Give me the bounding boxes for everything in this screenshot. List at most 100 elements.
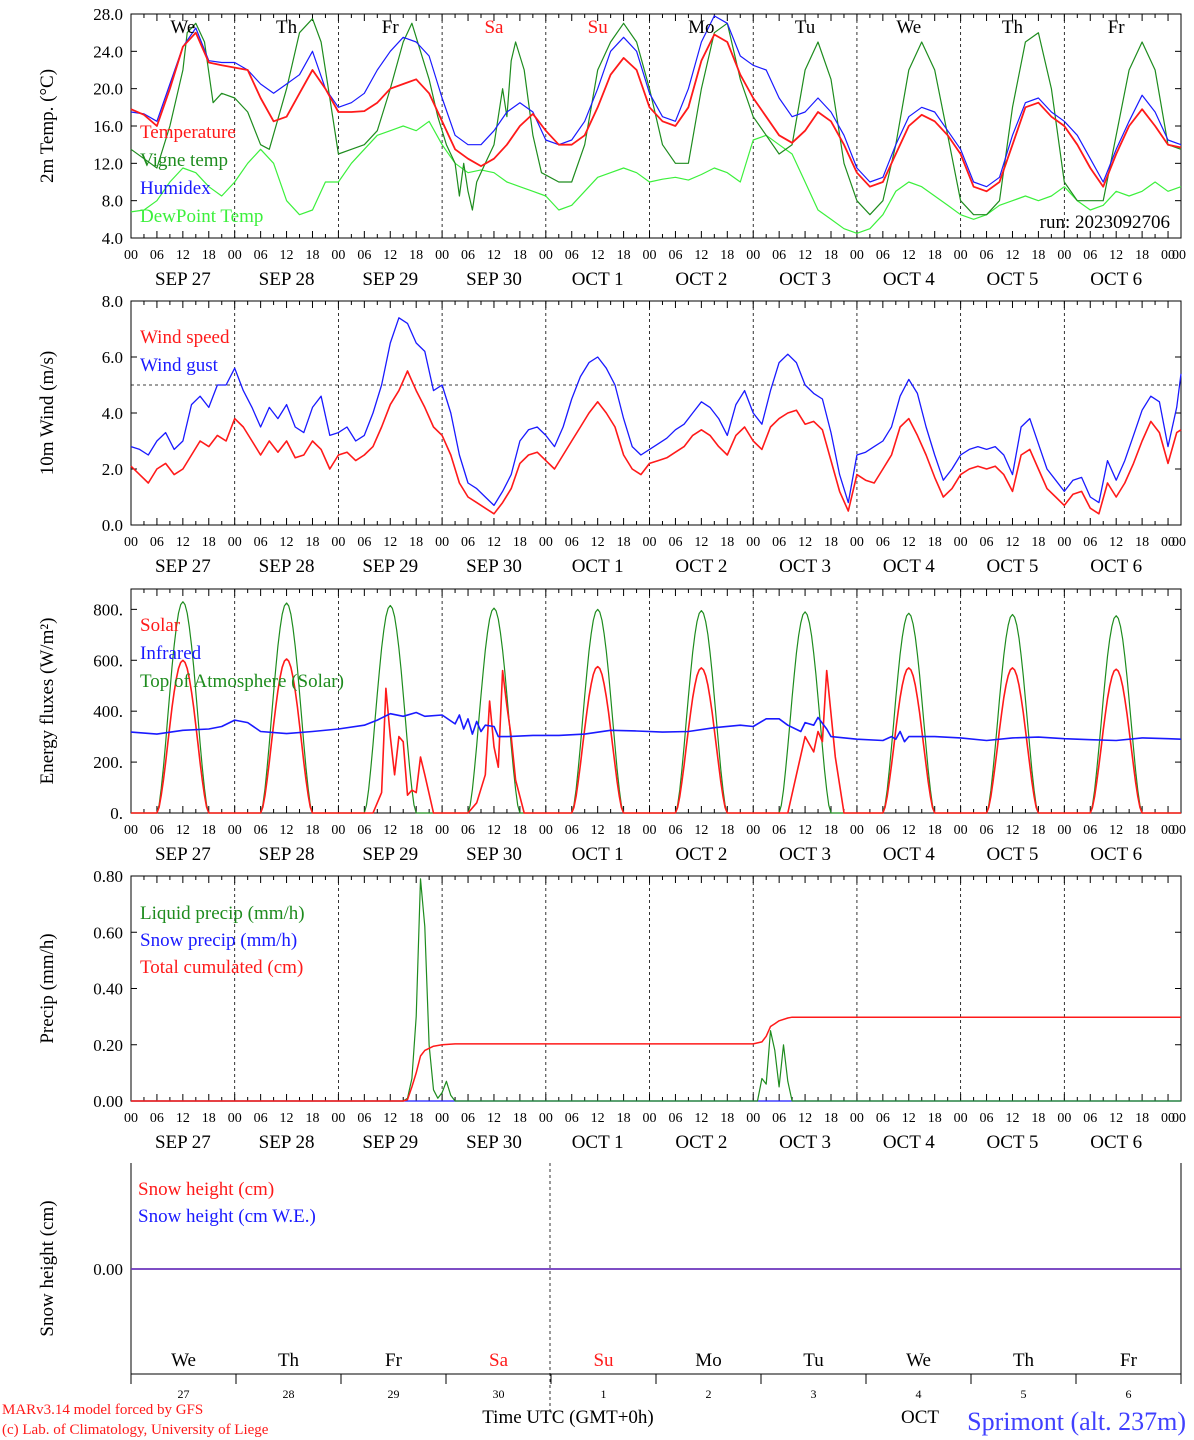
- y-tick-label: 8.0: [102, 192, 123, 211]
- date-label: OCT 3: [779, 556, 831, 577]
- date-label: OCT 3: [779, 269, 831, 290]
- legend-entry: Solar: [140, 615, 181, 636]
- hour-tick-label: 00: [954, 248, 968, 263]
- hour-tick-label: 00: [954, 1111, 968, 1126]
- date-label: OCT 4: [883, 844, 935, 865]
- hour-tick-label: 12: [1005, 535, 1019, 550]
- date-label: OCT 2: [675, 269, 727, 290]
- hour-tick-label: 00: [850, 823, 864, 838]
- y-tick-label: 20.0: [93, 80, 123, 99]
- y-tick-label: 2.0: [102, 460, 123, 479]
- hour-tick-label: 18: [513, 1111, 527, 1126]
- day-number: 2: [706, 1387, 712, 1401]
- hour-tick-label: 12: [280, 248, 294, 263]
- y-tick-label: 600.: [93, 651, 123, 670]
- hour-tick-label: 00: [1172, 823, 1186, 838]
- date-label: OCT 5: [987, 269, 1039, 290]
- legend-entry: Snow height (cm): [138, 1179, 274, 1200]
- hour-tick-label: 06: [461, 823, 475, 838]
- date-label: SEP 29: [362, 556, 418, 577]
- hour-tick-label: 18: [928, 1111, 942, 1126]
- hour-tick-label: 12: [176, 248, 190, 263]
- hour-tick-label: 06: [1083, 1111, 1097, 1126]
- hour-tick-label: 00: [1172, 248, 1186, 263]
- day-number: 4: [916, 1387, 922, 1401]
- hour-tick-label: 00: [954, 535, 968, 550]
- hour-tick-label: 06: [1083, 248, 1097, 263]
- hour-tick-label: 12: [591, 535, 605, 550]
- day-name: We: [171, 1350, 196, 1371]
- hour-tick-label: 06: [357, 823, 371, 838]
- hour-tick-label: 00: [850, 248, 864, 263]
- hour-tick-label: 00: [124, 535, 138, 550]
- y-tick-label: 0.00: [93, 1260, 123, 1279]
- hour-tick-label: 12: [1005, 1111, 1019, 1126]
- date-label: OCT 2: [675, 556, 727, 577]
- hour-tick-label: 18: [409, 535, 423, 550]
- hour-tick-label: 12: [902, 1111, 916, 1126]
- date-label: OCT 1: [572, 1132, 624, 1153]
- day-number: 1: [601, 1387, 607, 1401]
- plot-frame: [130, 588, 1182, 814]
- hour-tick-label: 06: [565, 535, 579, 550]
- hour-tick-label: 18: [305, 823, 319, 838]
- hour-tick-label: 12: [694, 248, 708, 263]
- hour-tick-label: 18: [928, 248, 942, 263]
- day-name: We: [170, 17, 195, 38]
- hour-tick-label: 18: [513, 535, 527, 550]
- hour-tick-label: 00: [539, 1111, 553, 1126]
- hour-tick-label: 00: [1057, 248, 1071, 263]
- date-label: OCT 1: [572, 556, 624, 577]
- hour-tick-label: 18: [305, 1111, 319, 1126]
- hour-tick-label: 18: [824, 823, 838, 838]
- legend-entry: Humidex: [140, 178, 211, 199]
- hour-tick-label: 00: [746, 823, 760, 838]
- hour-tick-label: 06: [357, 1111, 371, 1126]
- day-name: Fr: [1108, 17, 1126, 38]
- model-credit: MARv3.14 model forced by GFS: [2, 1402, 203, 1418]
- hour-tick-label: 18: [1135, 1111, 1149, 1126]
- hour-tick-label: 06: [565, 248, 579, 263]
- temperature-series-line: [130, 31, 1182, 193]
- hour-tick-label: 18: [1135, 535, 1149, 550]
- hour-tick-label: 12: [798, 1111, 812, 1126]
- wind-panel: 10m Wind (m/s) 0.0 2.0 4.0 6.0 8.0 Wind speed W…: [37, 292, 1186, 577]
- y-tick-label: 4.0: [102, 229, 123, 248]
- hour-tick-label: 06: [254, 535, 268, 550]
- hour-tick-label: 18: [617, 248, 631, 263]
- date-label: OCT 5: [987, 1132, 1039, 1153]
- hour-tick-label: 06: [668, 1111, 682, 1126]
- hour-tick-label: 18: [617, 1111, 631, 1126]
- hour-tick-label: 18: [824, 1111, 838, 1126]
- y-tick-label: 0.60: [93, 923, 123, 942]
- temperature-panel: 2m Temp. (°C) 4.0 8.0 12.0 16.0 20.0 24.0 28.0 W…: [37, 5, 1186, 290]
- date-label: OCT 1: [572, 269, 624, 290]
- hour-tick-label: 06: [876, 823, 890, 838]
- hour-tick-label: 18: [928, 823, 942, 838]
- hour-tick-label: 12: [902, 823, 916, 838]
- date-label: SEP 29: [362, 1132, 418, 1153]
- y-tick-label: 8.0: [102, 292, 123, 311]
- hour-tick-label: 00: [435, 535, 449, 550]
- hour-tick-label: 12: [694, 535, 708, 550]
- lab-credit: (c) Lab. of Climatology, University of L…: [2, 1422, 269, 1438]
- hour-tick-label: 00: [435, 823, 449, 838]
- hour-tick-label: 06: [357, 535, 371, 550]
- day-number: 29: [388, 1387, 400, 1401]
- hour-tick-label: 12: [383, 248, 397, 263]
- station-title: Sprimont (alt. 237m): [967, 1407, 1186, 1436]
- date-label: OCT 5: [987, 844, 1039, 865]
- date-label: OCT 6: [1090, 556, 1142, 577]
- date-label: SEP 30: [466, 556, 522, 577]
- hour-tick-label: 12: [176, 1111, 190, 1126]
- hour-tick-label: 18: [824, 248, 838, 263]
- day-name: Mo: [688, 17, 714, 38]
- day-name: Th: [1013, 1350, 1035, 1371]
- date-label: OCT 5: [987, 556, 1039, 577]
- hour-tick-label: 12: [280, 535, 294, 550]
- plot-frame: [130, 13, 1182, 239]
- hour-tick-label: 00: [331, 248, 345, 263]
- hour-tick-label: 00: [435, 248, 449, 263]
- day-number: 5: [1021, 1387, 1027, 1401]
- temperature-series-line: [130, 15, 1182, 188]
